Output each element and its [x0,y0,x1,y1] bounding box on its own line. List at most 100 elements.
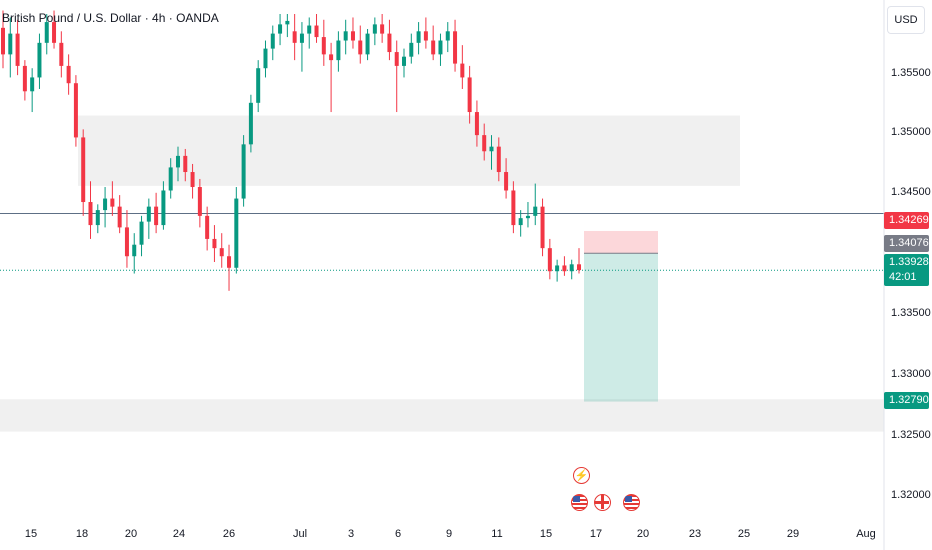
candle-body [81,137,86,203]
lightning-icon[interactable]: ⚡ [573,467,590,484]
candle-body [540,206,545,249]
us-flag-icon[interactable] [623,494,640,511]
price-tick-label: 1.32500 [891,429,931,441]
candle-body [95,210,100,226]
candle-body [8,33,13,55]
candle-body [278,24,283,34]
candle-body [372,24,377,34]
candle-body [37,42,42,78]
candle-body [154,206,159,226]
candle-body [197,187,202,216]
chart-title: British Pound / U.S. Dollar · 4h · OANDA [2,11,219,25]
entry-price-tag: 1.34076 [884,235,929,252]
currency-button[interactable]: USD [887,6,925,34]
price-tick-label: 1.34500 [891,186,931,198]
time-tick-label: 3 [347,528,355,540]
candle-body [241,144,246,199]
candle-body [474,112,479,136]
candle-body [467,77,472,113]
candle-body [409,42,414,57]
candles-group [1,10,581,291]
candle-body [460,63,465,78]
stop-loss-area [584,230,658,254]
candle-body [256,68,261,103]
candle-body [175,155,180,168]
candle-body [183,155,188,173]
candle-body [518,218,523,226]
candle-body [161,190,166,226]
candle-body [504,172,509,191]
time-tick-label: 20 [636,528,650,540]
candle-body [438,40,443,55]
candle-body [402,56,407,66]
candle-body [569,264,574,272]
candle-body [380,24,385,34]
candle-body [168,167,173,191]
time-tick-label: 15 [539,528,553,540]
candle-body [66,65,71,84]
candle-body [365,33,370,55]
candle-body [350,31,355,41]
candle-body [59,42,64,66]
candle-body [52,22,57,43]
candle-body [321,37,326,55]
candle-body [73,83,78,138]
candle-body [146,206,151,222]
time-tick-label: 26 [222,528,236,540]
candle-body [227,256,232,268]
time-tick-label: 15 [24,528,38,540]
candle-body [482,135,487,152]
time-tick-label: 24 [172,528,186,540]
candle-body [190,172,195,188]
time-tick-label: 18 [75,528,89,540]
candle-body [533,206,538,216]
support-zone [0,399,884,432]
time-tick-label: 20 [124,528,138,540]
candle-body [1,27,5,55]
us-flag-icon[interactable] [571,494,588,511]
resistance-zone [78,115,740,186]
price-tick-label: 1.35500 [891,67,931,79]
candle-body [423,31,428,41]
candle-body [562,265,567,272]
candle-body [219,248,224,257]
candle-body [234,198,239,268]
time-tick-label: 23 [688,528,702,540]
short-position-tool[interactable] [584,230,658,402]
candle-body [88,202,93,226]
uk-flag-icon[interactable] [594,494,611,511]
candle-body [394,52,399,66]
candle-body [358,40,363,55]
time-tick-label: Jul [292,528,308,540]
candle-body [15,33,20,66]
candle-body [139,221,144,245]
candle-body [248,102,253,145]
price-tick-label: 1.35000 [891,126,931,138]
candle-body [387,33,392,53]
time-tick-label: Aug [856,528,876,540]
price-tick-label: 1.32000 [891,489,931,501]
candle-body [555,265,560,272]
candle-body [44,22,49,43]
candle-body [110,198,115,207]
candle-body [263,48,268,69]
supply-demand-zones [0,115,884,432]
candle-body [416,31,421,43]
time-tick-label: 17 [589,528,603,540]
price-tick-label: 1.33000 [891,368,931,380]
candle-body [285,20,290,25]
candle-body [511,190,516,226]
candle-body [299,33,304,43]
candle-body [103,198,108,211]
stop-price-tag: 1.34269 [884,212,929,229]
candle-body [30,77,35,92]
target-price-tag: 1.32790 [884,392,929,409]
time-tick-label: 29 [786,528,800,540]
candle-body [343,31,348,41]
candle-body [336,40,341,61]
price-tick-label: 1.33500 [891,307,931,319]
candle-body [445,31,450,41]
last-price-tag: 1.33928 42:01 [884,254,929,286]
candle-body [270,33,275,49]
